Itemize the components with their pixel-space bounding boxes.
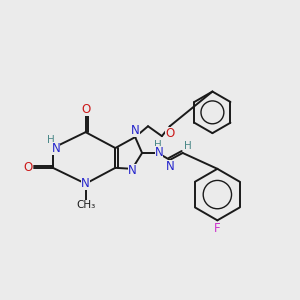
- Text: N: N: [165, 160, 174, 173]
- Text: O: O: [23, 161, 33, 174]
- Text: H: H: [47, 135, 55, 145]
- Text: F: F: [214, 222, 221, 235]
- Text: O: O: [165, 127, 174, 140]
- Text: H: H: [154, 140, 162, 150]
- Text: N: N: [128, 164, 136, 177]
- Text: N: N: [154, 146, 163, 160]
- Text: N: N: [131, 124, 140, 137]
- Text: O: O: [81, 103, 90, 116]
- Text: CH₃: CH₃: [76, 200, 95, 211]
- Text: H: H: [184, 141, 191, 151]
- Text: N: N: [81, 177, 90, 190]
- Text: N: N: [52, 142, 60, 154]
